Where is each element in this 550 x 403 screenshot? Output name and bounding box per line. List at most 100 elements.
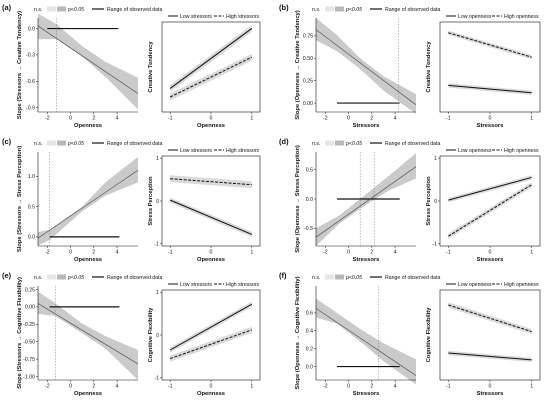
ci-band [38,156,138,246]
legend-range-label: Range of observed data [385,7,440,13]
y-tick-label: -1 [432,242,437,248]
legend-ns-label: n.s. [312,7,320,13]
x-tick-label: -1 [168,384,173,390]
x-tick-label: 1 [250,116,253,122]
y-tick-label: 1.0 [28,174,35,180]
x-tick-label: 2 [370,250,373,256]
x-tick-label: 2 [92,384,95,390]
x-tick-label: 2 [92,250,95,256]
y-tick-label: 0.00 [25,305,35,311]
series-line-low [448,84,532,94]
panel-b: (b) n.s. p<0.05 Range of observed data -2 0 2 4… [279,3,541,129]
x-tick-label: 2 [370,384,373,390]
legend-high-label: High stressors [226,282,260,288]
legend-sig-swatch [57,140,66,146]
y-axis-label: Creative Tendency [426,41,432,93]
legend-sig-swatch [335,274,344,280]
x-tick-label: -1 [168,250,173,256]
y-tick-label: 0.00 [303,101,313,107]
y-tick-label: 0.4 [306,329,313,335]
y-axis-label: Slope (Openness → Cognitive Flexibility) [295,276,301,389]
legend-range-label: Range of observed data [107,7,162,13]
legend-low-label: Low openness [458,148,492,154]
x-tick-label: -1 [446,384,451,390]
y-tick-label: 0 [156,199,159,205]
legend-sig-label: p<0.05 [345,141,362,147]
y-tick-label: -0.6 [26,79,35,85]
series-line-high [170,178,252,186]
legend-ns-label: n.s. [312,141,320,147]
x-axis-label: Stressors [353,257,380,263]
x-axis-label: Openness [74,257,102,263]
series-ci-band [448,302,532,335]
legend-ns-swatch [47,274,56,280]
slope-line [37,25,139,94]
slope-line [37,169,139,239]
y-tick-label: -0.5 [304,226,313,232]
series-line-low [169,28,253,89]
legend-sig-swatch [335,140,344,146]
slope-line [37,303,139,365]
y-axis-label: Slope (Stressors → Creative Tendency) [17,11,23,119]
x-tick-label: -1 [446,116,451,122]
x-tick-label: 4 [116,250,119,256]
slope-line [315,166,417,238]
series-line-low [169,199,253,235]
legend-high-label: High openness [504,14,539,20]
legend-ns-label: n.s. [34,141,42,147]
x-tick-label: 4 [394,116,397,122]
x-tick-label: -2 [323,116,328,122]
panel-d: (d) n.s. p<0.05 Range of observed data -2 0 2 4… [279,137,541,263]
x-tick-label: -2 [45,250,50,256]
x-tick-label: -1 [168,116,173,122]
series-line-low [448,176,532,201]
x-tick-label: -2 [45,384,50,390]
x-tick-label: 0 [489,250,492,256]
legend-sig-label: p<0.05 [67,7,84,13]
series-line-high [169,56,253,98]
x-tick-label: 4 [394,384,397,390]
panel-label: (f) [279,271,287,280]
series-ci-band [448,182,532,239]
x-tick-label: 0 [489,384,492,390]
x-tick-label: 1 [530,384,533,390]
y-axis-label: Slope (Openness → Stress Perception) [295,145,301,253]
panel-label: (c) [2,137,12,146]
x-tick-label: 0 [69,384,72,390]
y-tick-label: -1 [154,242,159,248]
y-tick-label: 0.25 [303,78,313,84]
x-axis-label: Stressors [353,391,380,397]
legend-ns-swatch [325,274,334,280]
plot-frame [439,289,541,381]
legend-ns-swatch [325,6,334,12]
x-tick-label: -2 [45,116,50,122]
legend-range-label: Range of observed data [107,275,162,281]
ci-band [316,298,416,385]
y-tick-label: -0.75 [23,357,35,363]
x-axis-label: Stressors [477,257,504,263]
panel-label: (e) [2,271,12,280]
x-axis-label: Stressors [477,391,504,397]
y-axis-label: Slope (Stressors → Cognitive Flexibility… [17,277,23,389]
y-axis-label: Stress Perception [426,176,432,226]
legend-ns-label: n.s. [34,7,42,13]
ci-band [38,291,138,380]
legend-sig-label: p<0.05 [345,7,362,13]
x-tick-label: 4 [116,384,119,390]
y-tick-label: 1 [156,156,159,162]
y-axis-label: Cognitive Flexibility [426,307,432,363]
legend-ns-label: n.s. [312,275,320,281]
y-axis-label: Creative Tendency [148,41,154,93]
x-tick-label: -1 [446,250,451,256]
panel-f: (f) n.s. p<0.05 Range of observed data -2 0 2 4… [279,271,541,397]
y-tick-label: 0 [156,333,159,339]
x-tick-label: 0 [69,116,72,122]
series-line-low [448,352,532,361]
panel-label: (d) [279,137,289,146]
x-axis-label: Openness [197,257,225,263]
legend-ns-swatch [47,140,56,146]
x-tick-label: 0 [347,384,350,390]
legend-sig-swatch [57,6,66,12]
panel-label: (b) [279,3,289,12]
